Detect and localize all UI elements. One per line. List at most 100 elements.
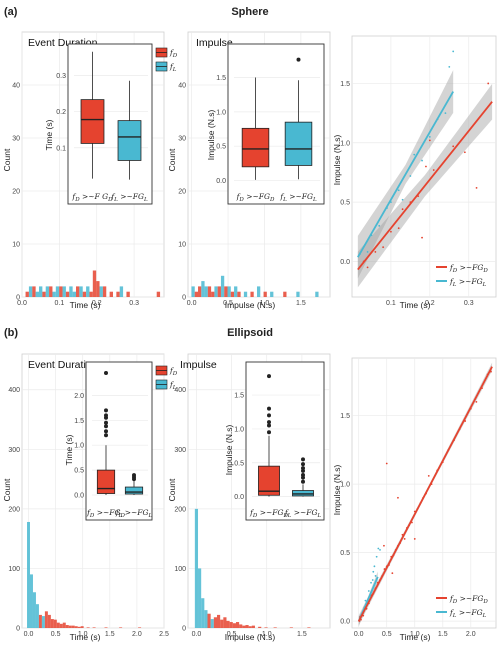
sphere-duration-hist-bar (72, 291, 76, 297)
sphere-impulse-hist-bar (217, 286, 221, 297)
scatter-layer: 0.0 0.5 1.0 1.5 2.0 0.0 0.5 1.0 1.5 fD >~FGD fL >~… (340, 357, 497, 638)
sphere-scatter-scatter-point (378, 224, 381, 227)
ellipsoid-duration-hist-bar (92, 627, 96, 628)
ellipsoid-scatter-panel: 0.0 0.5 1.0 1.5 2.0 0.0 0.5 1.0 1.5 fD >~FGD fL >~… (332, 357, 497, 642)
ellipsoid-duration-inset-cat-label: fD >~FGD (86, 508, 125, 519)
sphere-duration-inset-ylabel: Time (s) (44, 119, 54, 150)
sphere-impulse-hist-bar (214, 286, 218, 297)
ellipsoid-duration-hist-bar (119, 627, 123, 628)
ellipsoid-duration-panel: 0.0 0.5 1.0 1.5 2.0 2.5 0 100 200 300 400 Event Du… (2, 353, 178, 642)
sphere-impulse-inset-cat-label: fD >~FGD (236, 192, 275, 203)
ellipsoid-impulse-hist-bar (273, 627, 277, 628)
ellipsoid-scatter-scatter-point (391, 572, 394, 575)
ellipsoid-impulse-ytick-label: 400 (174, 387, 186, 394)
ellipsoid-impulse-title: Impulse (180, 359, 217, 371)
sphere-scatter-scatter-point (463, 151, 466, 154)
sphere-duration-hist-bar (102, 286, 107, 297)
ellipsoid-scatter-scatter-point (383, 544, 385, 547)
sphere-duration-xtick-label: 0.1 (55, 300, 65, 307)
ellipsoid-scatter-scatter-point (385, 462, 388, 465)
ellipsoid-scatter-scatter-point (367, 590, 370, 592)
ellipsoid-duration-title: Event Duration (28, 359, 98, 371)
ellipsoid-impulse-hist-bar (226, 620, 230, 628)
ellipsoid-duration-hist-bar (68, 625, 72, 628)
sphere-scatter-scatter-point (421, 236, 423, 239)
sphere-impulse-xlabel: Impulse (N.s) (225, 300, 276, 310)
ellipsoid-duration-hist-bar (77, 626, 81, 628)
sphere-scatter-ytick-label: 0.5 (340, 200, 350, 207)
sphere-scatter-scatter-point (487, 82, 490, 85)
sphere-scatter-fit-line (357, 91, 454, 258)
sphere-scatter-scatter-point (366, 251, 369, 253)
sphere-duration-inset-cat-label: fD >~F GD (71, 192, 113, 203)
ellipsoid-impulse-hist-bar (210, 619, 214, 628)
sphere-duration-hist-bar (96, 281, 100, 297)
ellipsoid-duration-hist-bar (86, 627, 90, 628)
ellipsoid-scatter-scatter-point (372, 570, 375, 573)
sphere-scatter-scatter-point (413, 153, 416, 156)
ellipsoid-duration-inset-ytick-label: 0.5 (74, 468, 84, 475)
ellipsoid-scatter-scatter-point (475, 400, 478, 403)
ellipsoid-scatter-xtick-label: 2.0 (466, 631, 476, 638)
sphere-impulse-hist-bar (296, 291, 300, 297)
sphere-duration-ytick-label: 10 (12, 242, 20, 249)
ellipsoid-duration-box-outlier (104, 370, 108, 375)
ellipsoid-scatter-scatter-point (373, 565, 376, 568)
ellipsoid-duration-box-outlier (104, 408, 108, 413)
sphere-duration-hist-bar (109, 291, 113, 297)
ellipsoid-duration-inset-ytick-label: 2.0 (74, 393, 84, 400)
ellipsoid-scatter-scatter-point (370, 581, 372, 584)
sphere-impulse-hist-bar (283, 291, 287, 297)
ellipsoid-impulse-hist-bar (235, 622, 240, 628)
sphere-duration-hist-bar (82, 291, 87, 297)
ellipsoid-impulse-ytick-label: 300 (174, 447, 186, 454)
sphere-impulse-inset-ylabel: Impulse (N.s) (206, 110, 216, 161)
ellipsoid-impulse-ylabel: Count (167, 478, 177, 501)
ellipsoid-impulse-hist-bar (289, 627, 293, 628)
ellipsoid-duration-hist-bar (59, 623, 63, 628)
sphere-impulse-hist-bar (198, 286, 202, 297)
sphere-scatter-scatter-point (409, 175, 412, 177)
sphere-impulse-ytick-label: 30 (178, 136, 186, 143)
sphere-scatter-scatter-point (448, 65, 451, 68)
sphere-impulse-hist-bar (201, 281, 205, 297)
ellipsoid-impulse-box-outlier (301, 472, 305, 477)
sphere-impulse-inset-ytick-label: 1.5 (216, 75, 226, 82)
ellipsoid-duration-box-outlier (104, 433, 108, 438)
sphere-duration-hist-bar (32, 286, 36, 297)
ellipsoid-impulse-hist-bar (213, 617, 217, 628)
ellipsoid-duration-xtick-label: 0.0 (24, 631, 34, 638)
ellipsoid-duration-inset-ylabel: Time (s) (64, 434, 74, 465)
sphere-duration-ylabel: Count (2, 148, 12, 171)
ellipsoid-duration-box-outlier (104, 420, 108, 425)
ellipsoid-impulse-xlabel: Impulse (N.s) (225, 632, 276, 642)
ellipsoid-scatter-xtick-label: 1.5 (438, 631, 448, 638)
ellipsoid-duration-box-outlier (104, 413, 108, 418)
sphere-impulse-hist-bar (211, 291, 215, 297)
sphere-scatter-panel: 0.1 0.2 0.3 0.0 0.5 1.0 1.5 fD >~FGD fL >~FGL Ti… (332, 35, 497, 310)
sphere-scatter-scatter-point (428, 135, 431, 138)
ellipsoid-impulse-box-outlier (267, 374, 271, 379)
sphere-impulse-title: Impulse (196, 37, 233, 49)
ellipsoid-impulse-hist-bar (307, 627, 311, 628)
sphere-impulse-xtick-label: 0.0 (187, 300, 197, 307)
ellipsoid-impulse-ytick-label: 200 (174, 506, 186, 513)
sphere-impulse-hist-bar (194, 291, 199, 297)
row-b-title: Ellipsoid (227, 327, 273, 339)
sphere-duration-legend-label: fL (169, 62, 177, 73)
sphere-duration-legend-label: fD (169, 48, 178, 59)
ellipsoid-impulse-panel: 0.0 0.5 1.0 1.5 0 100 200 300 400 Impulse Impuls… (167, 353, 331, 642)
ellipsoid-duration-ytick-label: 400 (8, 387, 20, 394)
ellipsoid-duration-hist-bar (29, 574, 33, 628)
sphere-impulse-inset-ytick-label: 1.0 (216, 109, 226, 116)
ellipsoid-duration-inset-ytick-label: 1.0 (74, 443, 84, 450)
ellipsoid-impulse-hist-bar (251, 625, 255, 628)
sphere-scatter-ytick-label: 0.0 (340, 259, 350, 266)
sphere-duration-hist-bar (99, 286, 103, 297)
sphere-impulse-inset-ytick-label: 0.0 (216, 178, 226, 185)
ellipsoid-duration-box-outlier (104, 429, 108, 434)
ellipsoid-impulse-inset-ylabel: Impulse (N.s) (224, 425, 234, 476)
ellipsoid-duration-ytick-label: 200 (8, 506, 20, 513)
